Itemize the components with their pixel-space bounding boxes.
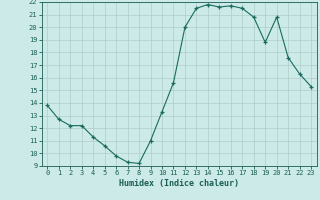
X-axis label: Humidex (Indice chaleur): Humidex (Indice chaleur) [119, 179, 239, 188]
